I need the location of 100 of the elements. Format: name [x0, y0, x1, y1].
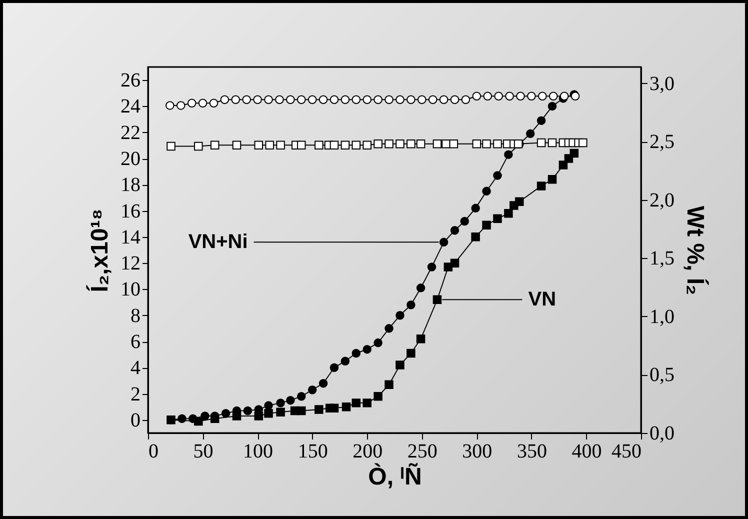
y-tick-label: 6: [130, 331, 140, 353]
point: [221, 409, 230, 418]
point: [231, 95, 240, 104]
point: [527, 92, 536, 101]
legend-label: VN: [528, 288, 556, 311]
point: [396, 310, 404, 320]
point: [406, 95, 416, 104]
point: [494, 92, 503, 101]
point: [254, 412, 264, 420]
x-tick-label: 50: [193, 440, 214, 462]
point: [384, 380, 394, 390]
point: [276, 398, 285, 408]
point: [352, 95, 361, 104]
point: [504, 209, 513, 218]
y-tick-label: 4: [130, 357, 140, 380]
y2-tick-label: 0,0: [650, 422, 674, 444]
point: [374, 140, 382, 148]
x-tick-label: 200: [352, 440, 383, 462]
text: VN+Ni: [188, 231, 248, 254]
point: [384, 324, 394, 333]
point: [536, 116, 546, 125]
point: [471, 204, 480, 213]
y-axis-title: Í₂,x10¹⁸: [86, 208, 114, 292]
point: [482, 186, 491, 196]
x-tick-label: 100: [243, 440, 274, 462]
y2-tick-label: 1,5: [650, 248, 674, 270]
point: [166, 142, 176, 151]
point: [374, 392, 382, 401]
point: [516, 92, 525, 101]
y2-axis-title: Wt %, Í₂: [682, 206, 710, 296]
point: [264, 401, 273, 410]
x-tick-label: 450: [612, 440, 642, 462]
x-tick-label: 300: [462, 440, 492, 462]
point: [427, 262, 436, 272]
point: [396, 140, 404, 148]
point: [442, 140, 450, 148]
point: [471, 232, 480, 242]
point: [308, 95, 317, 104]
point: [449, 140, 458, 148]
point: [297, 406, 306, 416]
point: [384, 95, 394, 104]
point: [352, 348, 361, 358]
y2-tick-label: 2,5: [650, 131, 674, 154]
point: [330, 363, 339, 372]
point: [536, 138, 546, 148]
y-tick-label: 8: [130, 304, 140, 327]
point: [342, 402, 351, 412]
y-tick-label: 10: [120, 278, 140, 301]
point: [439, 95, 448, 104]
point: [352, 140, 361, 150]
point: [314, 405, 324, 414]
point: [439, 238, 448, 247]
point: [450, 226, 460, 235]
point: [275, 95, 284, 104]
point: [362, 344, 372, 354]
point: [264, 409, 273, 418]
y-tick-label: 16: [120, 200, 140, 222]
y-tick-label: 12: [120, 252, 140, 275]
point: [264, 95, 273, 104]
point: [194, 416, 203, 426]
y-tick-label: 18: [120, 174, 140, 196]
point: [450, 258, 460, 268]
point: [570, 148, 579, 158]
point: [297, 140, 306, 150]
x-tick-label: 250: [407, 440, 438, 462]
point: [578, 138, 588, 148]
point: [483, 92, 492, 101]
point: [318, 378, 328, 388]
point: [526, 129, 535, 138]
point: [232, 412, 242, 420]
point: [318, 95, 328, 104]
point: [242, 95, 251, 104]
point: [515, 197, 524, 206]
point: [297, 95, 306, 104]
point: [276, 140, 285, 150]
point: [416, 140, 426, 148]
point: [314, 140, 324, 150]
point: [406, 300, 416, 310]
point: [432, 295, 442, 304]
point: [330, 404, 339, 413]
point: [166, 101, 174, 110]
point: [461, 95, 470, 104]
point: [406, 348, 416, 358]
point: [472, 140, 482, 148]
point: [340, 95, 350, 104]
point: [308, 386, 317, 394]
y-tick-label: 14: [120, 226, 140, 248]
point: [450, 95, 460, 104]
point: [362, 398, 372, 408]
point: [418, 95, 426, 104]
x-tick-label: 400: [572, 440, 602, 462]
point: [558, 160, 568, 170]
y-tick-label: 24: [120, 96, 140, 118]
point: [548, 138, 557, 148]
point: [220, 95, 230, 104]
x-tick-label: 350: [516, 440, 547, 462]
point: [460, 216, 469, 226]
point: [406, 140, 416, 148]
x-tick-label: 0: [148, 440, 158, 462]
point: [416, 334, 426, 344]
